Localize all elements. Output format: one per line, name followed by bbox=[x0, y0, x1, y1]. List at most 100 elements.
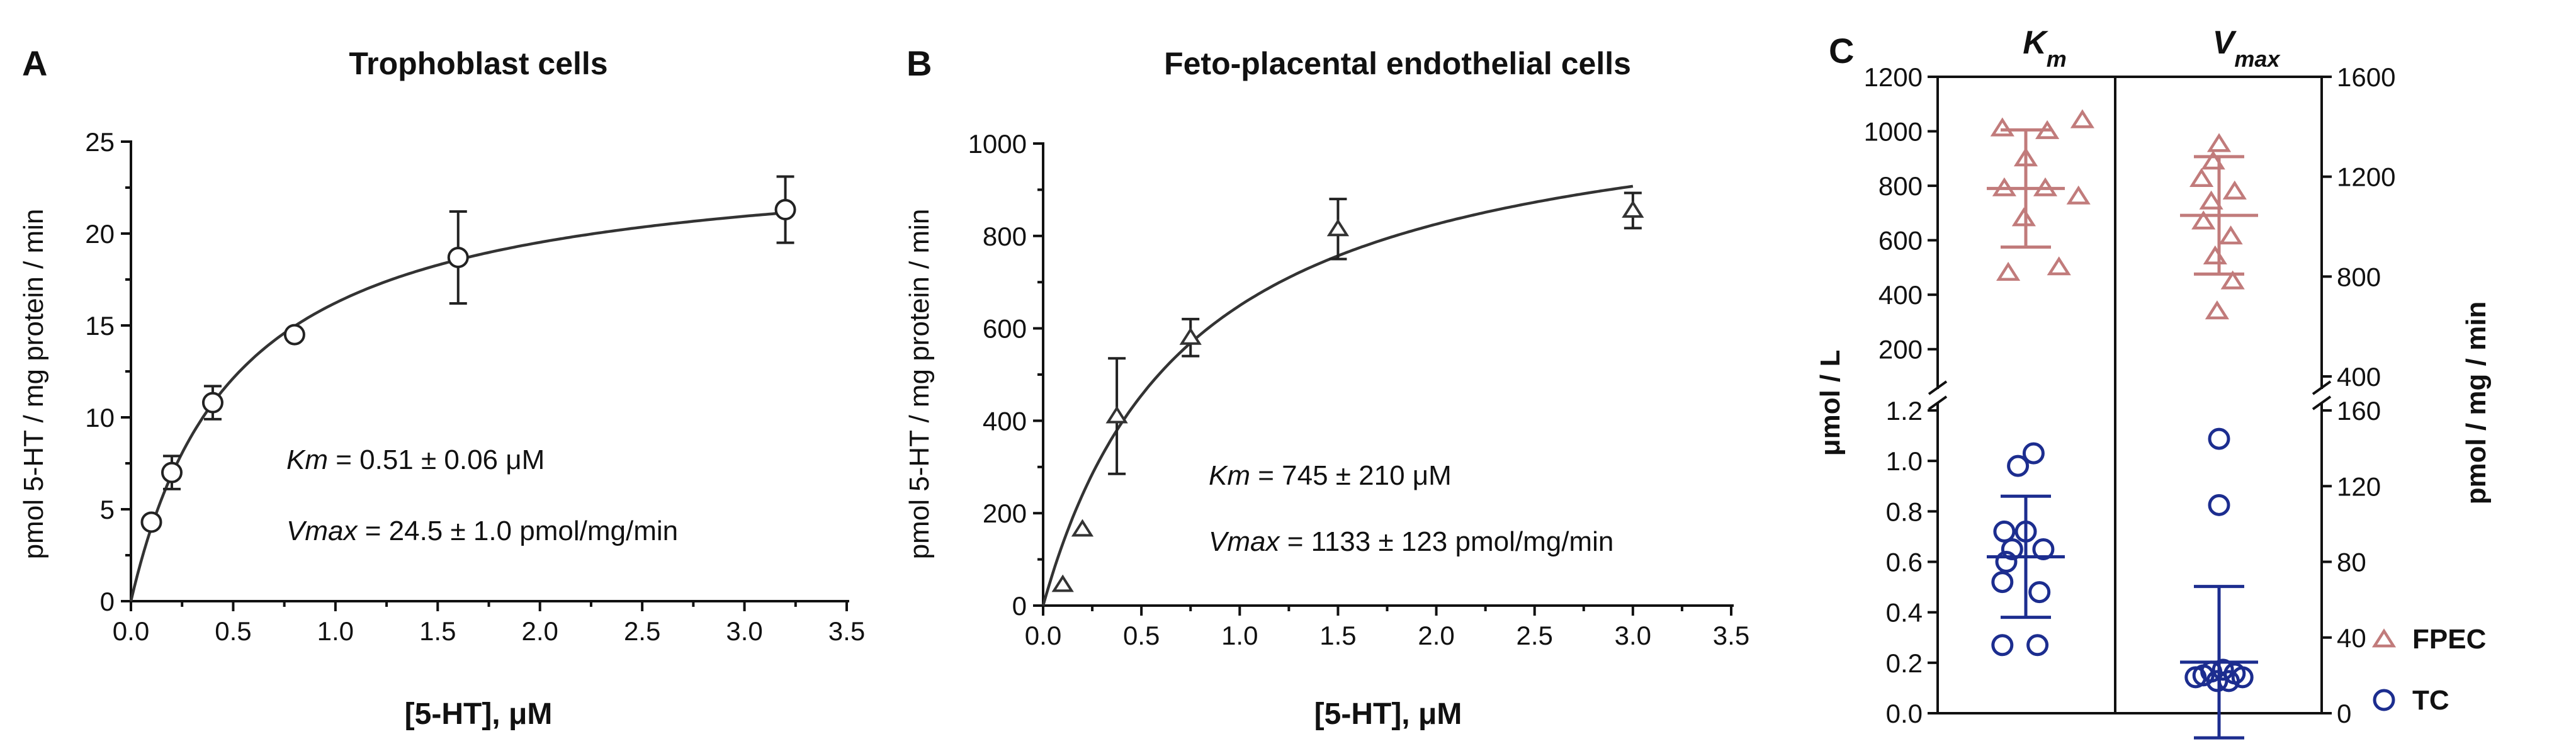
panel-a-point-3 bbox=[283, 324, 305, 346]
panel-c-tc-km-point-7 bbox=[1991, 571, 2014, 594]
panel-c-tc-vmax-point-9 bbox=[2218, 670, 2240, 692]
panel-c-tc-vmax-point-1 bbox=[2208, 494, 2230, 516]
panel-a-x-tick-label: 0.5 bbox=[215, 616, 251, 646]
panel-c-fpec-vmax-point-6 bbox=[2218, 225, 2243, 245]
panel-a-vmax-name: Vmax bbox=[286, 516, 358, 546]
panel-a-y-tick-label: 0 bbox=[100, 587, 115, 616]
panel-c-axis-break bbox=[2312, 380, 2332, 395]
panel-c-fpec-km-point-5 bbox=[2066, 185, 2091, 205]
panel-c-axis-break bbox=[2312, 395, 2332, 410]
panel-b-x-tick-label: 3.5 bbox=[1713, 621, 1749, 650]
panel-a-x-tick-label: 3.0 bbox=[726, 616, 762, 646]
panel-c-axis-break bbox=[1928, 395, 1948, 410]
panel-c-left-upper-tick-label: 1200 bbox=[1864, 62, 1923, 92]
panel-c-tc-km-point-8 bbox=[2028, 581, 2051, 604]
panel-c-tc-km-point-6 bbox=[1995, 551, 2018, 573]
panel-c-right-lower-tick-label: 80 bbox=[2337, 548, 2366, 577]
panel-a-vmax-annotation: Vmax = 24.5 ± 1.0 pmol/mg/min bbox=[286, 516, 678, 546]
panel-a-point-2 bbox=[201, 392, 223, 414]
panel-a-x-tick-label: 2.5 bbox=[624, 616, 660, 646]
panel-c-fpec-vmax-point-0 bbox=[2206, 133, 2232, 152]
panel-c-fpec-km-point-9 bbox=[2047, 256, 2071, 276]
panel-c-fpec-vmax-point-8 bbox=[2220, 270, 2245, 290]
panel-c-vmax-header-sub: max bbox=[2234, 46, 2281, 72]
panel-c-tc-km-point-2 bbox=[1993, 520, 2016, 543]
panel-b-label: B bbox=[907, 43, 932, 83]
panel-b-point-5 bbox=[1622, 200, 1644, 218]
panel-c-tc-km-point-3 bbox=[2014, 520, 2037, 543]
panel-b: B Feto-placental endothelial cells 0.0 0.… bbox=[904, 43, 1749, 731]
panel-a-point-0 bbox=[140, 511, 162, 533]
panel-c-left-upper-tick-label: 400 bbox=[1878, 280, 1923, 310]
panel-b-point-0 bbox=[1051, 574, 1074, 592]
panel-c-fpec-vmax-point-5 bbox=[2191, 210, 2216, 230]
panel-a-label: A bbox=[22, 43, 47, 83]
panel-c-fpec-km-point-7 bbox=[2011, 207, 2036, 227]
panel-a-plot: 0.0 0.5 1.0 1.5 2.0 2.5 3.0 3.5 0 5 10 15 20 25 bbox=[85, 127, 865, 646]
panel-c-right-upper-tick-label: 800 bbox=[2337, 262, 2381, 291]
panel-c-fpec-km-point-8 bbox=[1996, 261, 2021, 281]
panel-c-left-lower-tick-label: 0.6 bbox=[1886, 548, 1923, 577]
panel-b-x-tick-label: 2.0 bbox=[1418, 621, 1454, 650]
panel-c-fpec-km-point-2 bbox=[2070, 109, 2094, 128]
panel-a-km-value: = 0.51 ± 0.06 μM bbox=[328, 444, 545, 475]
panel-c-km-header: Km bbox=[2023, 25, 2067, 72]
panel-a-y-tick-label: 25 bbox=[85, 127, 115, 157]
panel-c-right-upper-tick-label: 1200 bbox=[2337, 162, 2395, 192]
panel-c-tc-vmax-point-0 bbox=[2208, 427, 2230, 450]
panel-c-fpec-vmax-point-3 bbox=[2222, 180, 2247, 200]
panel-b-point-1 bbox=[1071, 519, 1094, 537]
panel-a-km-annotation: Km = 0.51 ± 0.06 μM bbox=[286, 444, 545, 475]
panel-a-km-name: Km bbox=[286, 444, 328, 475]
panel-c-right-upper-tick-label: 400 bbox=[2337, 362, 2381, 392]
panel-a-y-axis-label: pmol 5-HT / mg protein / min bbox=[18, 209, 49, 560]
panel-a-x-tick-label: 0.0 bbox=[113, 616, 149, 646]
panel-c-fpec-km-point-1 bbox=[2035, 120, 2060, 139]
panel-b-y-tick-label: 400 bbox=[983, 406, 1027, 436]
panel-a-y-tick-label: 20 bbox=[85, 219, 115, 249]
panel-c-left-lower-tick-label: 0.4 bbox=[1886, 598, 1923, 628]
panel-c-tc-km-point-5 bbox=[2032, 538, 2055, 560]
panel-c-fpec-vmax-point-2 bbox=[2189, 167, 2214, 188]
panel-c-right-upper-tick-label: 1600 bbox=[2337, 62, 2395, 92]
panel-c-legend: FPEC TC bbox=[2371, 624, 2486, 716]
panel-c-left-lower-tick-label: 0.0 bbox=[1886, 699, 1923, 728]
panel-c-left-lower-tick-label: 0.8 bbox=[1886, 497, 1923, 526]
panel-c-left-lower-tick-label: 1.0 bbox=[1886, 446, 1923, 476]
panel-b-y-axis-label: pmol 5-HT / mg protein / min bbox=[904, 209, 935, 560]
panel-c-left-axis-label: μmol / L bbox=[1815, 350, 1846, 456]
panel-b-x-tick-label: 3.0 bbox=[1615, 621, 1651, 650]
panel-c-fpec-km-point-0 bbox=[1990, 117, 2014, 137]
panel-c-right-axis-label: pmol / mg / min bbox=[2461, 302, 2492, 505]
panel-c-left-upper-tick-label: 600 bbox=[1878, 226, 1923, 256]
panel-b-km-annotation: Km = 745 ± 210 μM bbox=[1209, 460, 1452, 491]
panel-c-left-upper-tick-label: 800 bbox=[1878, 171, 1923, 201]
panel-c-tc-km-point-4 bbox=[2001, 538, 2023, 560]
panel-a-point-5 bbox=[774, 199, 796, 221]
panel-b-y-tick-label: 800 bbox=[983, 222, 1027, 251]
panel-c-km-header-name: K bbox=[2023, 25, 2048, 61]
panel-a-y-tick-label: 5 bbox=[100, 495, 115, 524]
panel-c-left-upper-tick-label: 1000 bbox=[1864, 117, 1923, 147]
panel-c-left-lower-tick-label: 1.2 bbox=[1886, 396, 1923, 426]
panel-c-fpec-km-point-4 bbox=[2033, 177, 2058, 196]
panel-b-vmax-value: = 1133 ± 123 pmol/mg/min bbox=[1279, 526, 1613, 557]
panel-c-label: C bbox=[1829, 31, 1854, 71]
panel-c-fpec-km-point-3 bbox=[1992, 177, 2016, 196]
panel-a-x-tick-label: 1.0 bbox=[317, 616, 354, 646]
panel-b-x-tick-label: 2.5 bbox=[1517, 621, 1553, 650]
panel-c-right-lower-tick-label: 40 bbox=[2337, 623, 2366, 653]
panel-a-point-1 bbox=[161, 461, 183, 483]
panel-b-vmax-annotation: Vmax = 1133 ± 123 pmol/mg/min bbox=[1209, 526, 1613, 557]
panel-c-tc-vmax-point-7 bbox=[2184, 666, 2207, 689]
panel-c-plot: 200400600800100012000.00.20.40.60.81.01.… bbox=[1864, 62, 2395, 740]
panel-b-vmax-name: Vmax bbox=[1209, 526, 1280, 557]
panel-c-vmax-header-name: V bbox=[2213, 25, 2237, 61]
panel-b-x-axis-label: [5-HT], μM bbox=[1314, 697, 1462, 731]
panel-c: C Km Vmax 200400600800100012000.00.20.40… bbox=[1815, 25, 2492, 740]
panel-b-y-tick-label: 0 bbox=[1012, 591, 1027, 621]
panel-a-y-tick-label: 10 bbox=[85, 403, 115, 432]
panel-b-x-tick-label: 1.5 bbox=[1319, 621, 1356, 650]
panel-b-y-tick-label: 1000 bbox=[968, 129, 1027, 159]
panel-c-left-upper-tick-label: 200 bbox=[1878, 335, 1923, 364]
